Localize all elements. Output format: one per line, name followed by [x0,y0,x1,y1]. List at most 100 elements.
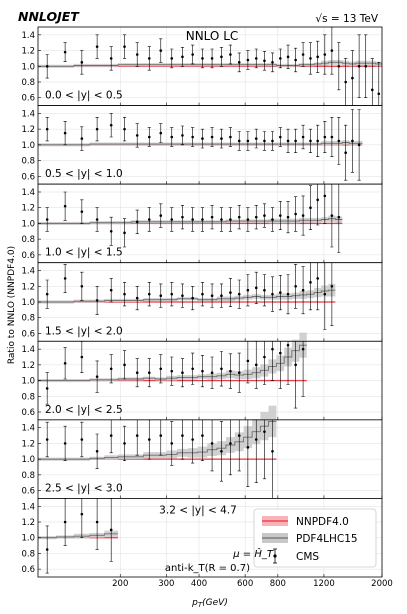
cms-point [337,64,341,68]
cms-point [309,281,312,284]
scale-annotation: μ = Ĥ_T [232,547,274,560]
cms-point [377,92,381,96]
cms-point [45,387,49,390]
y-tick-label: 0.6 [21,487,35,497]
y-tick-label: 0.8 [21,471,35,481]
cms-point [279,57,282,60]
cms-point [201,434,204,437]
cms-point [191,135,194,139]
cms-point [135,434,139,437]
cms-point [80,210,84,213]
panel-1: 0.6 0.8 1.0 1.2 1.4 0.0 < |y| < 0.5 [21,26,383,106]
cms-point [135,296,139,300]
cms-point [95,520,99,524]
pdf4lhc-band [38,405,277,461]
y-tick-label: 1.0 [21,298,35,308]
cms-point [109,57,113,60]
cms-point [271,347,274,351]
rapidity-label: 0.5 < |y| < 1.0 [45,168,123,180]
cms-point [351,76,354,80]
cms-point [246,218,250,221]
cms-point [271,449,274,453]
cms-point [159,214,163,217]
cms-point [95,299,99,302]
cms-point [279,351,282,355]
cms-point [191,296,194,300]
cms-point [80,355,84,359]
y-tick-label: 0.6 [21,565,35,575]
cms-point [254,57,258,60]
energy-label: √s = 13 TeV [315,13,378,25]
cms-point [80,61,84,64]
cms-points [45,341,305,409]
cms-point [45,548,49,551]
cms-point [170,442,174,445]
cms-point [271,61,274,64]
x-tick-label: 400 [191,579,207,589]
cms-point [170,292,174,296]
cms-point [344,80,347,84]
cms-point [229,135,232,139]
cms-point [286,292,290,296]
cms-point [263,59,266,63]
cms-point [181,371,184,375]
cms-point [63,131,67,135]
cms-point [181,434,184,437]
cms-point [123,231,126,235]
cms-point [109,229,113,233]
cms-point [263,139,266,143]
cms-point [246,139,250,143]
legend-cms-marker [273,554,277,558]
y-tick-label: 0.8 [21,392,35,402]
y-tick-label: 0.8 [21,235,35,245]
cms-point [237,371,241,375]
cms-point [191,438,194,441]
y-tick-label: 1.4 [21,424,35,434]
cms-points [45,419,274,499]
cms-point [147,218,151,221]
cms-point [181,215,184,219]
cms-point [279,214,282,217]
y-tick-label: 1.0 [21,455,35,465]
cms-points [45,184,341,253]
cms-point [109,528,113,532]
cms-point [147,57,151,60]
chart-panels: 0.6 0.8 1.0 1.2 1.4 0.0 < |y| < 0.5 0.6 0.8 1.0 1… [21,26,393,589]
cms-point [191,367,194,371]
cms-points [45,109,361,181]
cms-point [309,57,312,60]
pdf4lhc-band [38,140,363,147]
cms-point [220,55,223,59]
rapidity-label: 2.5 < |y| < 3.0 [45,482,123,494]
cms-point [263,214,266,217]
cms-point [286,215,290,219]
x-tick-label: 300 [158,579,174,589]
y-tick-label: 1.0 [21,377,35,387]
cms-point [201,369,204,373]
cms-point [170,369,174,373]
cms-point [95,45,99,48]
rapidity-label: 0.0 < |y| < 0.5 [45,90,123,102]
order-label: NNLO LC [186,29,239,43]
x-tick-label: 600 [237,579,253,589]
y-tick-label: 0.6 [21,172,35,182]
cms-point [263,288,266,292]
cms-point [220,137,223,140]
cms-point [254,363,258,367]
cms-point [237,61,241,64]
cms-point [323,53,327,56]
cms-point [237,139,241,143]
y-tick-label: 1.2 [21,361,35,371]
y-tick-label: 1.0 [21,62,35,72]
cms-point [45,438,49,441]
cms-point [301,347,305,351]
y-tick-label: 1.4 [21,188,35,198]
cms-point [229,53,232,56]
cms-point [330,214,334,217]
cms-point [159,131,163,135]
y-tick-label: 1.2 [21,518,35,528]
cms-point [123,127,126,131]
cms-point [181,134,184,137]
cms-point [351,139,354,143]
cms-point [220,218,223,221]
